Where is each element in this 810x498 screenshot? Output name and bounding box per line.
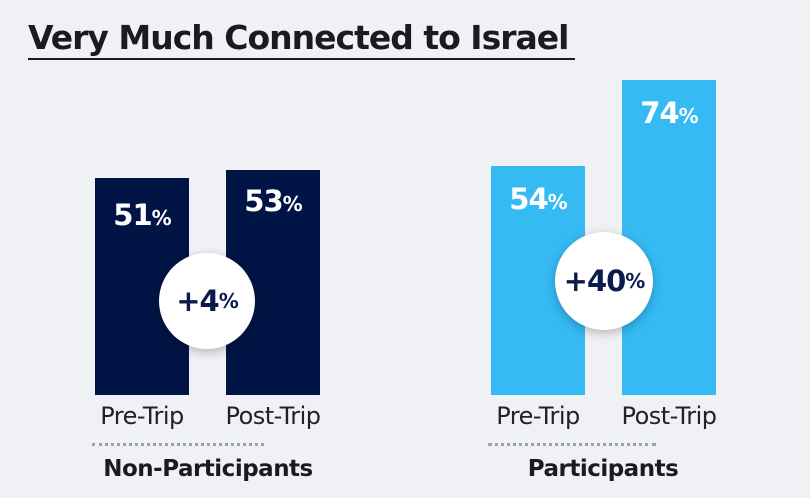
x-label-post-trip: Post-Trip bbox=[621, 402, 717, 430]
x-label-post-trip: Post-Trip bbox=[225, 402, 321, 430]
bar-participants-post-trip: 74% bbox=[622, 80, 716, 395]
x-label-pre-trip: Pre-Trip bbox=[496, 402, 580, 430]
group-label-participants: Participants bbox=[527, 456, 679, 482]
chart-title: Very Much Connected to Israel bbox=[28, 18, 569, 57]
change-bubble-non-participants: +4% bbox=[159, 253, 255, 349]
bar-non-participants-post-trip: 53% bbox=[226, 170, 320, 395]
change-bubble-participants: +40% bbox=[555, 232, 653, 330]
bar-value-label: 74% bbox=[640, 96, 698, 130]
bar-value-label: 51% bbox=[113, 198, 171, 232]
dotted-divider bbox=[92, 443, 264, 446]
dotted-divider bbox=[488, 443, 656, 446]
group-label-non-participants: Non-Participants bbox=[103, 456, 313, 482]
x-label-pre-trip: Pre-Trip bbox=[100, 402, 184, 430]
title-underline bbox=[28, 58, 575, 60]
bar-value-label: 54% bbox=[509, 182, 567, 216]
bar-value-label: 53% bbox=[244, 184, 302, 218]
